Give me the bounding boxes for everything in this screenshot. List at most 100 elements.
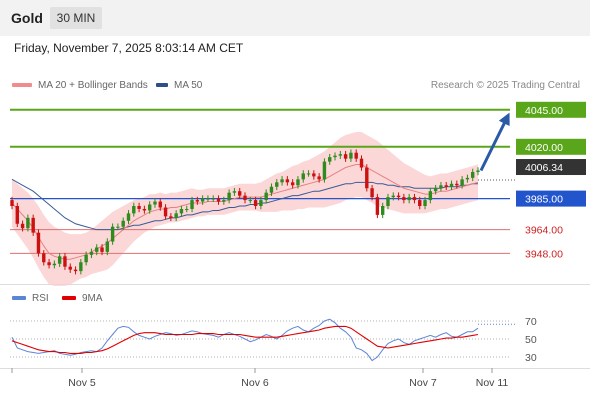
candle-body <box>312 173 316 177</box>
legend-swatch-rsi <box>12 296 26 301</box>
legend-item-ma20: MA 20 + Bollinger Bands <box>12 80 148 91</box>
candle-body <box>243 195 247 201</box>
candle-body <box>153 201 157 205</box>
candle-body <box>105 241 110 252</box>
candle-body <box>158 201 162 208</box>
candle-body <box>147 204 152 211</box>
current-price-label: 4006.34 <box>525 162 563 174</box>
legend-label-rsi-ma: 9MA <box>82 293 103 304</box>
candle-body <box>460 179 464 186</box>
candle-body <box>386 197 390 206</box>
candle-body <box>63 256 67 267</box>
candle-body <box>84 254 88 263</box>
candle-body <box>412 197 417 201</box>
candle-body <box>455 183 459 186</box>
candle-body <box>428 191 433 201</box>
candle-body <box>333 155 337 158</box>
candle-body <box>306 173 311 175</box>
candle-body <box>95 247 99 252</box>
candle-body <box>26 217 30 229</box>
candle-body <box>110 226 115 242</box>
rsi-tick-30: 30 <box>525 352 537 364</box>
candle-body <box>137 206 141 209</box>
level-label-3964.00: 3964.00 <box>525 225 563 237</box>
candle-body <box>211 198 215 200</box>
rsi-ma-line <box>11 325 479 354</box>
candle-body <box>116 226 120 228</box>
candle-body <box>365 167 369 189</box>
candle-body <box>296 179 300 186</box>
candle-body <box>15 206 19 224</box>
candle-body <box>396 195 401 198</box>
candle-body <box>264 192 268 201</box>
candle-body <box>68 266 72 270</box>
candle-body <box>20 223 25 229</box>
candle-body <box>79 262 83 272</box>
candle-body <box>407 197 411 201</box>
candle-body <box>185 208 189 210</box>
candle-body <box>206 198 210 200</box>
candle-body <box>418 200 422 206</box>
legend-swatch-rsi-ma <box>62 296 76 301</box>
candle-body <box>222 200 226 202</box>
candle-body <box>73 269 78 272</box>
candle-body <box>301 173 305 180</box>
candle-body <box>174 213 178 218</box>
candle-body <box>343 154 348 159</box>
current-price-tag <box>516 159 586 176</box>
candle-body <box>232 191 237 193</box>
candle-body <box>121 220 125 227</box>
candle-body <box>238 191 242 196</box>
legend-label-ma50: MA 50 <box>174 80 203 91</box>
candle-body <box>269 186 274 193</box>
candle-body <box>142 208 147 211</box>
level-tag-4020.00 <box>516 138 586 155</box>
candle-body <box>370 188 374 198</box>
candle-body <box>290 182 295 186</box>
candle-body <box>354 152 358 159</box>
legend-item-ma50: MA 50 <box>156 80 202 91</box>
candle-body <box>285 179 290 183</box>
candle-body <box>259 200 263 206</box>
candle-body <box>253 200 258 206</box>
rsi-tick-50: 50 <box>525 334 537 346</box>
legend-label-rsi: RSI <box>32 293 49 304</box>
timeframe-badge[interactable]: 30 MIN <box>50 7 102 29</box>
rsi-tick-70: 70 <box>525 316 537 328</box>
candle-body <box>359 158 364 168</box>
x-tick-label: Nov 6 <box>241 377 269 389</box>
candle-body <box>36 232 41 254</box>
research-credit: Research © 2025 Trading Central <box>430 80 580 91</box>
rsi-line <box>11 318 479 362</box>
legend-item-rsi-ma: 9MA <box>62 293 103 304</box>
x-tick-label: Nov 7 <box>409 377 437 389</box>
candle-body <box>423 200 427 206</box>
legend-swatch-ma20 <box>12 83 32 88</box>
candle-body <box>190 200 194 209</box>
candle-body <box>132 206 136 214</box>
header-bar: Gold 30 MIN <box>0 0 590 36</box>
candle-body <box>338 154 343 156</box>
level-label-3948.00: 3948.00 <box>525 248 563 260</box>
candle-body <box>280 179 284 183</box>
candle-body <box>349 152 353 159</box>
candle-body <box>195 200 200 202</box>
candle-body <box>216 198 221 202</box>
candle-body <box>227 192 231 201</box>
projection-arrow-line <box>479 119 508 172</box>
candle-body <box>275 182 279 187</box>
x-tick-label: Nov 11 <box>476 377 509 389</box>
candle-body <box>179 208 184 214</box>
candle-body <box>328 157 332 162</box>
candle-body <box>100 247 104 252</box>
candle-body <box>169 216 173 218</box>
candle-body <box>391 195 395 198</box>
candle-body <box>57 256 62 264</box>
candle-body <box>471 171 475 178</box>
candle-body <box>465 177 470 180</box>
candle-body <box>126 213 131 221</box>
candle-body <box>375 197 380 215</box>
level-tag-4045.00 <box>516 101 586 118</box>
level-label-3985.00: 3985.00 <box>525 194 563 206</box>
